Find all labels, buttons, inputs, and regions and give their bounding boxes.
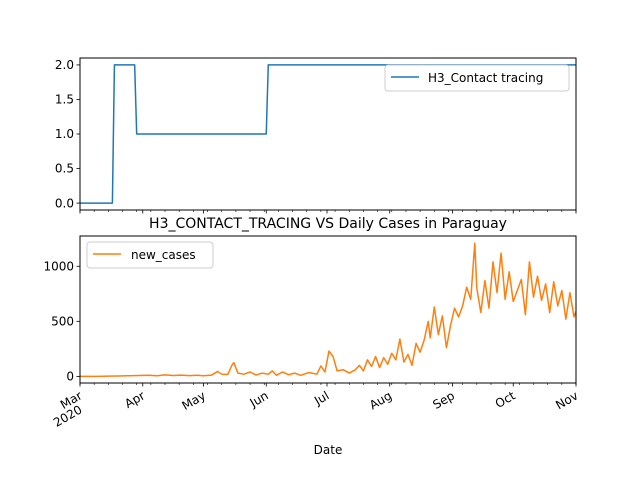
- contact-tracing-panel: 0.0 0.5 1.0 1.5 2.0 H3_Contact tracing: [55, 57, 577, 214]
- daily-cases-axes-frame: [79, 235, 577, 384]
- y-tick-label: 2.0: [55, 58, 74, 72]
- series-line-new-cases-0: [80, 242, 577, 378]
- y-tick-label: 500: [51, 315, 74, 329]
- contact-tracing-axes-frame: [79, 57, 577, 211]
- contact-tracing-legend: H3_Contact tracing: [384, 64, 570, 92]
- daily-cases-y-axis: 0 500 1000: [43, 259, 80, 384]
- series-line-contact-tracing-0: [80, 64, 576, 204]
- contact-tracing-series: [80, 64, 576, 204]
- x-axis-label: Date: [314, 443, 343, 457]
- legend-box: [384, 64, 570, 92]
- legend-box: [86, 241, 214, 269]
- y-tick-label: 0: [66, 370, 74, 384]
- daily-cases-legend: new_cases: [86, 241, 214, 269]
- y-tick-label: 0.5: [55, 162, 74, 176]
- contact-tracing-y-axis: 0.0 0.5 1.0 1.5 2.0: [55, 58, 80, 210]
- x-tick-label: Jul: [311, 388, 331, 408]
- y-tick-label: 1.0: [55, 127, 74, 141]
- y-tick-label: 1.5: [55, 93, 74, 107]
- bottom-chart-title: H3_CONTACT_TRACING VS Daily Cases in Par…: [149, 216, 507, 232]
- legend-label-contact-tracing: H3_Contact tracing: [428, 71, 543, 85]
- y-tick-label: 0.0: [55, 196, 74, 210]
- y-tick-label: 1000: [43, 259, 74, 273]
- legend-label-new-cases: new_cases: [131, 248, 196, 262]
- daily-cases-series: [80, 242, 577, 378]
